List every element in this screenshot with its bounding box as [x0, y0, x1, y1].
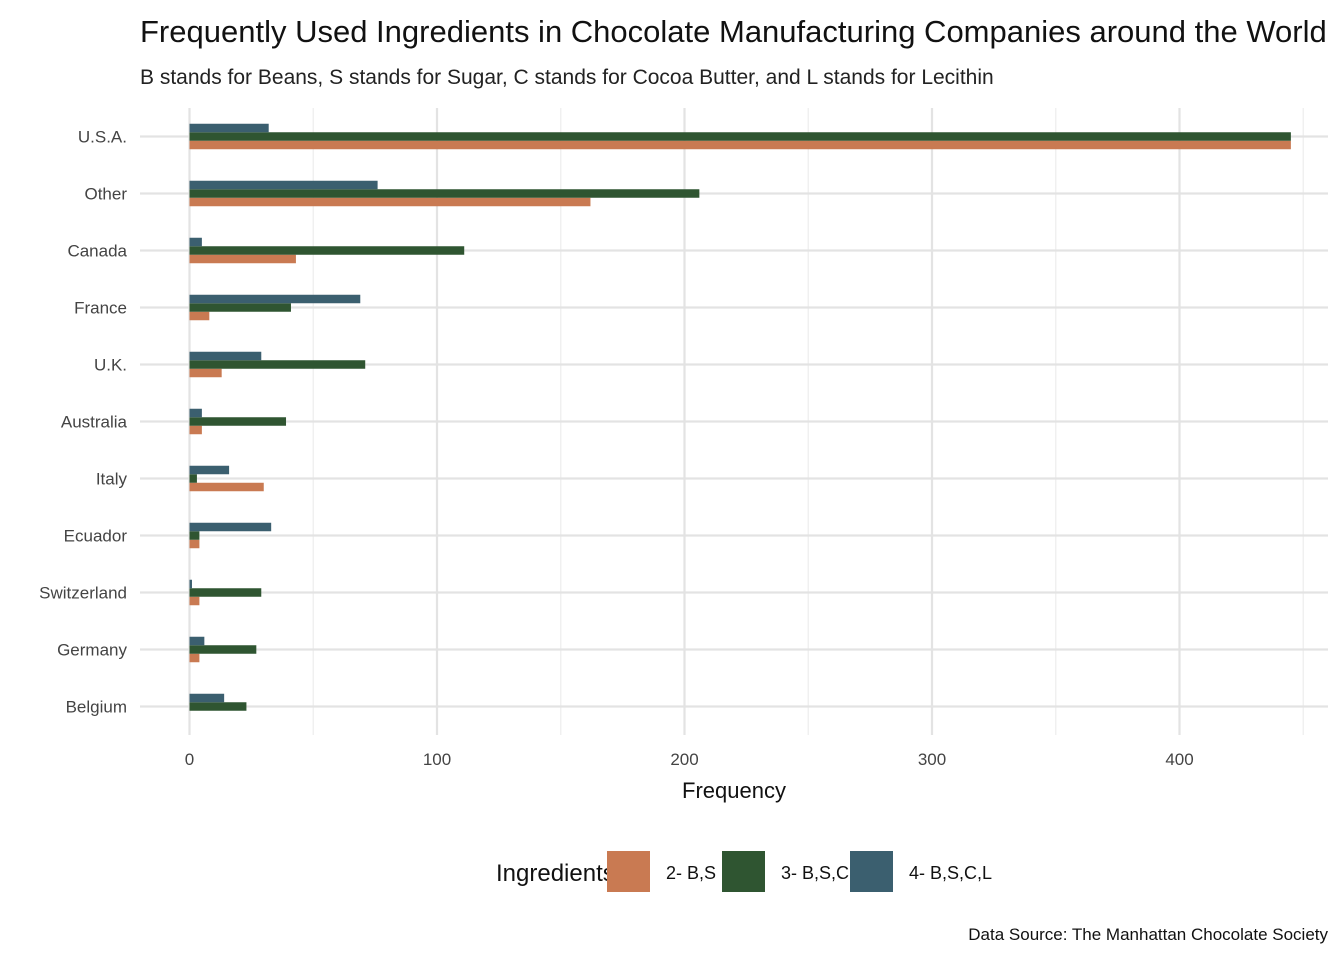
- legend-key: [850, 851, 893, 892]
- y-tick-label: U.S.A.: [78, 128, 127, 147]
- bar: [189, 408, 202, 418]
- y-tick-label: Italy: [96, 470, 128, 489]
- chart-subtitle: B stands for Beans, S stands for Sugar, …: [140, 66, 994, 89]
- x-tick-label: 100: [423, 750, 451, 769]
- legend-label: 2- B,S: [666, 863, 716, 883]
- bar: [189, 189, 700, 198]
- bar: [189, 140, 1291, 150]
- bar: [189, 596, 200, 606]
- legend-label: 3- B,S,C: [781, 863, 849, 883]
- legend-title: Ingredients: [496, 860, 615, 887]
- bar: [189, 180, 378, 190]
- bar: [189, 465, 230, 475]
- bar: [189, 522, 272, 532]
- bar: [189, 123, 269, 133]
- bar: [189, 360, 366, 369]
- bar: [189, 539, 200, 549]
- chart-title: Frequently Used Ingredients in Chocolate…: [140, 14, 1327, 49]
- y-tick-label: Switzerland: [39, 584, 127, 603]
- bar: [189, 311, 210, 321]
- bar: [189, 653, 200, 663]
- bars: [189, 123, 1291, 711]
- x-tick-label: 300: [918, 750, 946, 769]
- y-axis-ticks: U.S.A. Other Canada France U.K. Australia Ital…: [39, 128, 127, 717]
- bar: [189, 588, 262, 597]
- bar: [189, 246, 465, 255]
- legend-label: 4- B,S,C,L: [909, 863, 992, 883]
- bar: [189, 482, 264, 492]
- x-axis-title: Frequency: [682, 778, 786, 803]
- x-tick-label: 0: [185, 750, 194, 769]
- bar: [189, 417, 287, 426]
- y-tick-label: Australia: [61, 413, 128, 432]
- y-tick-label: France: [74, 299, 127, 318]
- bar: [189, 474, 197, 483]
- bar: [189, 579, 192, 589]
- legend: Ingredients 2- B,S 3- B,S,C 4- B,S,C,L: [496, 851, 992, 892]
- bar: [189, 636, 205, 646]
- x-axis-ticks: 0 100 200 300 400: [185, 750, 1194, 769]
- bar: [189, 294, 361, 304]
- bar: [189, 531, 200, 540]
- y-tick-label: Germany: [57, 641, 127, 660]
- bar: [189, 254, 296, 264]
- bar: [189, 132, 1291, 141]
- bar: [189, 645, 257, 654]
- bar: [189, 351, 262, 361]
- y-tick-label: Belgium: [66, 698, 127, 717]
- x-tick-label: 400: [1165, 750, 1193, 769]
- y-tick-label: Ecuador: [64, 527, 128, 546]
- chart-caption: Data Source: The Manhattan Chocolate Soc…: [968, 925, 1328, 944]
- legend-key: [607, 851, 650, 892]
- legend-key: [722, 851, 765, 892]
- bar: [189, 425, 202, 435]
- y-tick-label: U.K.: [94, 356, 127, 375]
- y-tick-label: Other: [84, 185, 127, 204]
- bar: [189, 368, 222, 378]
- bar: [189, 693, 225, 703]
- bar: [189, 237, 202, 247]
- bar: [189, 303, 291, 312]
- bar: [189, 197, 591, 207]
- x-tick-label: 200: [670, 750, 698, 769]
- y-tick-label: Canada: [67, 242, 127, 261]
- bar: [189, 702, 247, 711]
